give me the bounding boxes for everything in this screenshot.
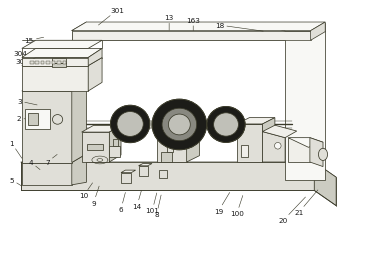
Bar bbox=[159, 170, 167, 178]
Bar bbox=[30, 61, 34, 65]
Polygon shape bbox=[87, 145, 103, 150]
Polygon shape bbox=[263, 23, 325, 31]
Text: 1: 1 bbox=[9, 140, 22, 158]
Text: 13: 13 bbox=[165, 15, 174, 31]
Text: 100: 100 bbox=[230, 196, 244, 216]
Bar bbox=[28, 114, 38, 126]
Polygon shape bbox=[288, 138, 323, 148]
Text: 20: 20 bbox=[279, 197, 306, 224]
Ellipse shape bbox=[152, 100, 207, 150]
Polygon shape bbox=[72, 154, 86, 185]
Polygon shape bbox=[82, 126, 121, 133]
Polygon shape bbox=[157, 135, 187, 162]
Polygon shape bbox=[138, 164, 152, 166]
Polygon shape bbox=[22, 163, 72, 185]
Polygon shape bbox=[22, 83, 86, 92]
Text: 7: 7 bbox=[45, 155, 57, 165]
Bar bbox=[52, 64, 66, 67]
Text: 8: 8 bbox=[154, 195, 161, 217]
Polygon shape bbox=[311, 23, 325, 41]
Polygon shape bbox=[262, 118, 275, 162]
Ellipse shape bbox=[274, 143, 281, 150]
Polygon shape bbox=[88, 49, 102, 66]
Bar bbox=[63, 61, 66, 65]
Bar bbox=[109, 147, 120, 158]
Ellipse shape bbox=[214, 113, 238, 137]
Polygon shape bbox=[310, 138, 323, 167]
Polygon shape bbox=[22, 41, 102, 49]
Text: 3: 3 bbox=[17, 99, 37, 105]
Bar bbox=[52, 61, 55, 65]
Text: 302: 302 bbox=[15, 59, 40, 65]
Ellipse shape bbox=[168, 115, 190, 135]
Text: 304: 304 bbox=[14, 51, 40, 57]
Bar bbox=[41, 61, 44, 65]
Text: 10: 10 bbox=[79, 183, 93, 199]
Polygon shape bbox=[262, 126, 297, 138]
Text: 101: 101 bbox=[145, 193, 159, 213]
Text: 4: 4 bbox=[28, 159, 40, 170]
Polygon shape bbox=[109, 126, 121, 162]
Text: 301: 301 bbox=[98, 8, 124, 26]
Bar bbox=[161, 152, 172, 162]
Polygon shape bbox=[121, 170, 135, 173]
Ellipse shape bbox=[117, 112, 143, 137]
Polygon shape bbox=[22, 58, 102, 66]
Text: 15: 15 bbox=[25, 38, 44, 44]
Bar bbox=[167, 146, 173, 152]
Polygon shape bbox=[187, 128, 199, 162]
Text: 18: 18 bbox=[215, 23, 263, 32]
Text: 5: 5 bbox=[9, 177, 22, 186]
Polygon shape bbox=[22, 58, 88, 66]
Bar bbox=[241, 146, 248, 158]
Text: 9: 9 bbox=[92, 186, 99, 206]
Bar bbox=[36, 61, 39, 65]
Polygon shape bbox=[22, 154, 86, 163]
Bar bbox=[46, 61, 50, 65]
Polygon shape bbox=[88, 58, 102, 92]
Text: 2: 2 bbox=[16, 115, 37, 122]
Text: 21: 21 bbox=[294, 190, 318, 215]
Bar bbox=[138, 166, 147, 176]
Ellipse shape bbox=[52, 115, 63, 125]
Polygon shape bbox=[130, 121, 226, 129]
Polygon shape bbox=[72, 31, 311, 41]
Polygon shape bbox=[285, 31, 325, 180]
Polygon shape bbox=[121, 173, 131, 183]
Polygon shape bbox=[157, 128, 199, 135]
Ellipse shape bbox=[111, 106, 150, 143]
Polygon shape bbox=[72, 83, 86, 163]
Bar bbox=[52, 59, 66, 63]
Ellipse shape bbox=[318, 149, 328, 161]
Text: 19: 19 bbox=[214, 193, 230, 214]
Polygon shape bbox=[82, 133, 109, 162]
Polygon shape bbox=[262, 132, 285, 162]
Ellipse shape bbox=[97, 159, 103, 162]
Text: 14: 14 bbox=[132, 191, 142, 209]
Polygon shape bbox=[237, 118, 275, 124]
Polygon shape bbox=[22, 49, 102, 58]
Polygon shape bbox=[21, 162, 336, 178]
Polygon shape bbox=[21, 162, 314, 191]
Ellipse shape bbox=[207, 107, 245, 143]
Text: 6: 6 bbox=[119, 193, 126, 212]
Polygon shape bbox=[288, 138, 310, 162]
Polygon shape bbox=[22, 92, 72, 163]
Polygon shape bbox=[237, 124, 262, 162]
Polygon shape bbox=[22, 66, 88, 92]
Polygon shape bbox=[314, 162, 336, 206]
Bar bbox=[113, 139, 118, 147]
Polygon shape bbox=[72, 23, 325, 31]
Polygon shape bbox=[26, 109, 50, 130]
Bar bbox=[57, 61, 61, 65]
Ellipse shape bbox=[162, 109, 197, 141]
Text: 163: 163 bbox=[186, 18, 200, 31]
